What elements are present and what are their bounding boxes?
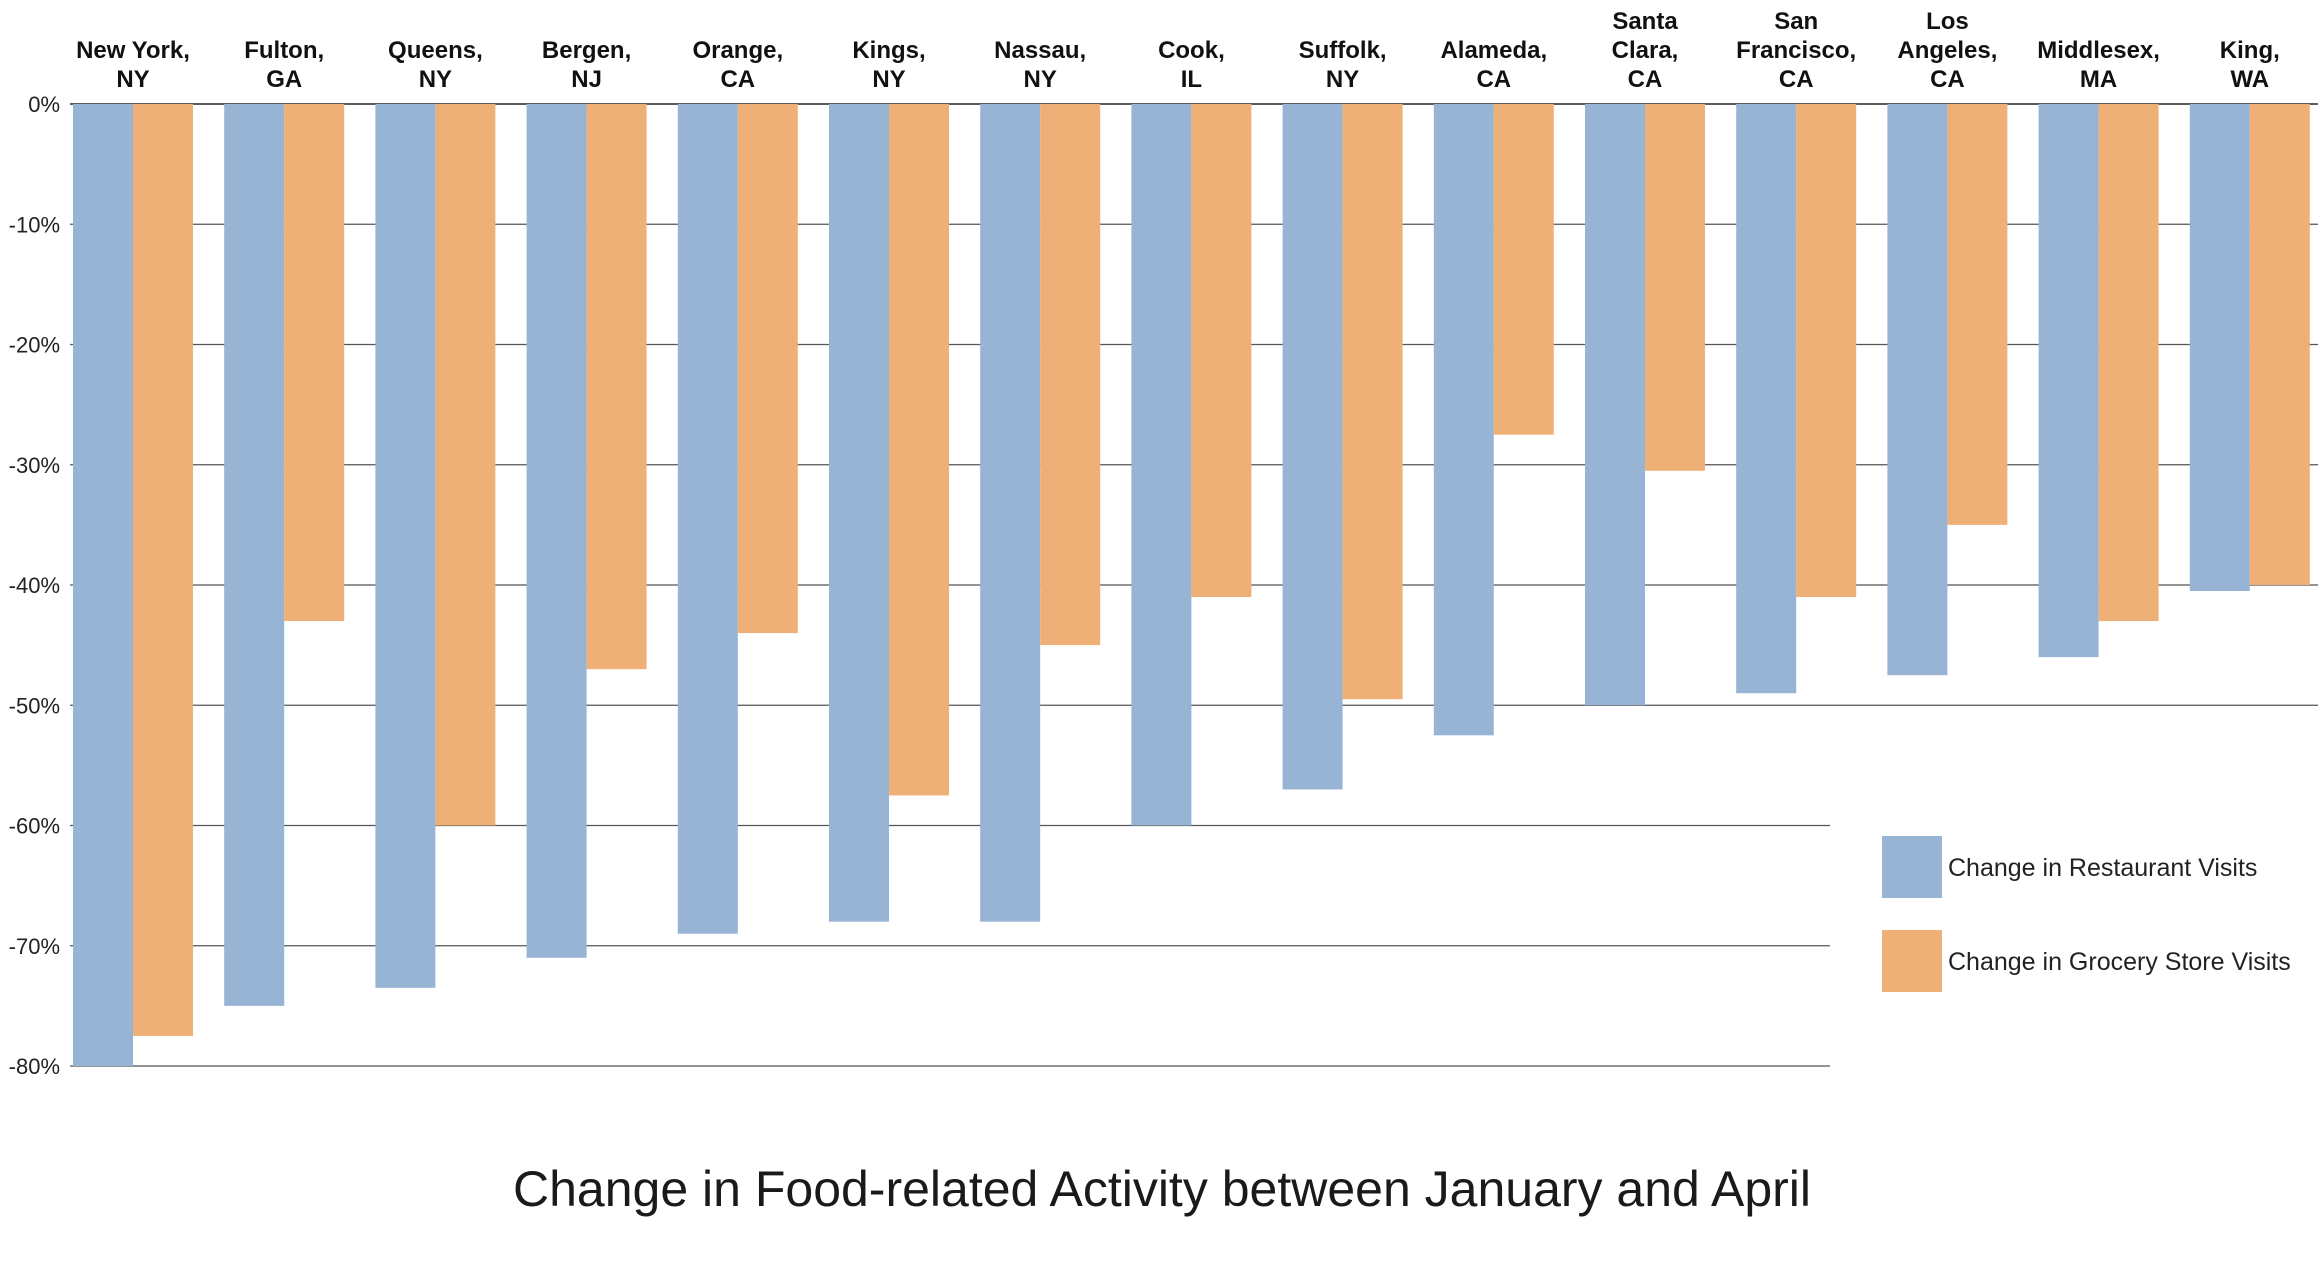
category-label: Cook, IL	[1158, 37, 1225, 93]
category-label: Kings, NY	[852, 37, 925, 93]
category-label-line: Kings,	[852, 37, 925, 64]
category-label-line: NJ	[571, 66, 602, 93]
y-tick-label: -60%	[9, 814, 60, 839]
category-label-line: Middlesex,	[2037, 37, 2160, 64]
grocery-bar	[435, 104, 496, 826]
restaurant-bar	[1585, 104, 1645, 706]
category-label-line: Nassau,	[994, 37, 1086, 64]
grocery-bar	[1493, 104, 1554, 435]
legend-label-grocery: Change in Grocery Store Visits	[1948, 948, 2291, 976]
y-axis-tick-labels: 0% -10% -20% -30% -40% -50% -60% -70% -80%	[9, 92, 60, 1079]
y-tick-label: 0%	[28, 92, 60, 117]
category-label-line: CA	[1628, 66, 1663, 93]
category-label-line: GA	[266, 66, 302, 93]
category-label-line: IL	[1181, 66, 1202, 93]
restaurant-bar	[829, 104, 889, 922]
category-label-line: WA	[2230, 66, 2269, 93]
category-label: Queens, NY	[388, 37, 483, 93]
grocery-bar	[1342, 104, 1403, 700]
category-label-line: CA	[1476, 66, 1511, 93]
category-label-line: NY	[419, 66, 452, 93]
grocery-bar	[1947, 104, 2008, 525]
restaurant-bar	[526, 104, 587, 958]
category-label-line: San	[1774, 8, 1818, 35]
category-label: Alameda, CA	[1440, 37, 1547, 93]
restaurant-bar	[677, 104, 738, 934]
bars	[73, 104, 2310, 1066]
grocery-bar	[889, 104, 949, 796]
category-label-line: Cook,	[1158, 37, 1225, 64]
legend-label-restaurant: Change in Restaurant Visits	[1948, 854, 2257, 882]
y-tick-label: -40%	[9, 573, 60, 598]
restaurant-bar	[224, 104, 285, 1006]
restaurant-bar	[1433, 104, 1494, 736]
category-label: Orange, CA	[692, 37, 783, 93]
grocery-bar	[1191, 104, 1252, 598]
legend: Change in Restaurant Visits Change in Gro…	[1882, 836, 2291, 992]
grocery-bar	[1040, 104, 1101, 646]
category-label-line: Francisco,	[1736, 37, 1856, 64]
restaurant-bar	[375, 104, 436, 988]
category-label-line: Queens,	[388, 37, 483, 64]
category-label: San Francisco, CA	[1736, 8, 1856, 93]
restaurant-bar	[2038, 104, 2099, 658]
y-tick-label: -10%	[9, 212, 60, 237]
restaurant-bar	[2189, 104, 2250, 592]
restaurant-bar	[1736, 104, 1797, 694]
category-label-line: CA	[1930, 66, 1965, 93]
legend-swatch-grocery	[1882, 930, 1942, 992]
category-label: Fulton, GA	[244, 37, 324, 93]
category-label-line: Angeles,	[1897, 37, 1997, 64]
restaurant-bar	[1887, 104, 1948, 676]
category-label-line: NY	[872, 66, 905, 93]
y-tick-label: -30%	[9, 453, 60, 478]
category-label-line: Clara,	[1612, 37, 1679, 64]
grocery-bar	[586, 104, 647, 670]
restaurant-bar	[1131, 104, 1192, 826]
grocery-bar	[284, 104, 345, 622]
grocery-bar	[2098, 104, 2159, 622]
category-label: Middlesex, MA	[2037, 37, 2160, 93]
category-label-line: Alameda,	[1440, 37, 1547, 64]
category-label: Santa Clara, CA	[1612, 8, 1679, 93]
category-label-line: NY	[1326, 66, 1359, 93]
category-label: Los Angeles, CA	[1897, 8, 1997, 93]
y-tick-label: -70%	[9, 934, 60, 959]
category-label: King, WA	[2220, 37, 2280, 93]
y-tick-label: -50%	[9, 693, 60, 718]
grocery-bar	[133, 104, 193, 1036]
category-label-line: New York,	[76, 37, 190, 64]
category-label: Bergen, NJ	[542, 37, 631, 93]
category-label: Nassau, NY	[994, 37, 1086, 93]
y-tick-label: -80%	[9, 1054, 60, 1079]
category-label-line: NY	[116, 66, 149, 93]
category-label-line: Santa	[1612, 8, 1678, 35]
category-label-line: Suffolk,	[1299, 37, 1387, 64]
chart-title: Change in Food-related Activity between …	[513, 1161, 1811, 1217]
category-label-line: King,	[2220, 37, 2280, 64]
category-label-line: Fulton,	[244, 37, 324, 64]
category-label-line: Bergen,	[542, 37, 631, 64]
restaurant-bar	[1282, 104, 1343, 790]
restaurant-bar	[980, 104, 1041, 922]
grocery-bar	[2249, 104, 2310, 585]
category-label-line: CA	[1779, 66, 1814, 93]
legend-swatch-restaurant	[1882, 836, 1942, 898]
y-tick-label: -20%	[9, 333, 60, 358]
category-label: Suffolk, NY	[1299, 37, 1387, 93]
grocery-bar	[1645, 104, 1705, 471]
category-label-line: MA	[2080, 66, 2117, 93]
category-label-line: Orange,	[692, 37, 783, 64]
category-label-line: CA	[720, 66, 755, 93]
category-label-line: Los	[1926, 8, 1969, 35]
restaurant-bar	[73, 104, 133, 1066]
grocery-bar	[1796, 104, 1857, 598]
category-label-line: NY	[1024, 66, 1057, 93]
category-label: New York, NY	[76, 37, 190, 93]
grocery-bar	[737, 104, 798, 634]
